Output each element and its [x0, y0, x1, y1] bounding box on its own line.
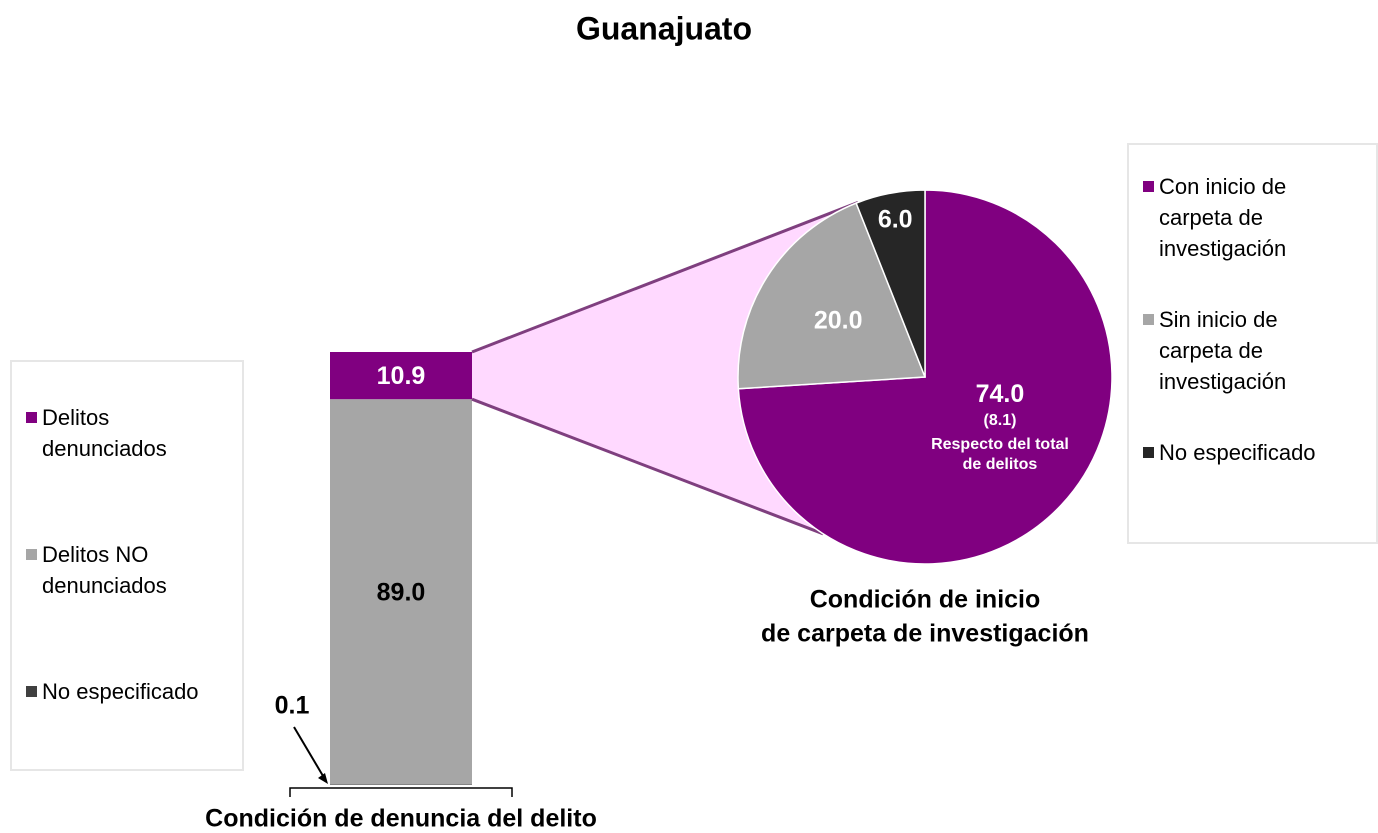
pie-slice — [855, 189, 926, 378]
arrow-head — [318, 773, 328, 784]
legend-swatch — [26, 549, 37, 560]
legend-swatch — [1143, 447, 1154, 458]
axis-title: Condición de denuncia del delito — [205, 805, 597, 833]
annotation: Respecto del total de delitos — [931, 436, 1069, 474]
legend: Con inicio de carpeta de investigación Si… — [1127, 143, 1378, 544]
legend-label: Con inicio de carpeta de investigación — [1159, 174, 1287, 261]
legend-swatch — [26, 412, 37, 423]
connector-line — [471, 397, 824, 536]
legend: Delitos denunciados Delitos NO denunciado… — [10, 360, 244, 771]
legend-label: Delitos denunciados — [42, 405, 167, 461]
connector-line — [471, 201, 859, 354]
data-label: 74.0 — [976, 380, 1025, 408]
data-label: 0.1 — [275, 692, 310, 720]
bar-segment — [330, 352, 472, 400]
legend-entry: Con inicio de carpeta de investigación — [1143, 171, 1333, 264]
legend-entry: Delitos NO denunciados — [26, 539, 226, 601]
data-label: 6.0 — [878, 205, 913, 233]
legend-swatch — [26, 686, 37, 697]
bracket — [289, 787, 513, 797]
data-label: 89.0 — [377, 578, 426, 606]
legend-label: Delitos NO denunciados — [42, 542, 167, 598]
legend-entry: Sin inicio de carpeta de investigación — [1143, 304, 1333, 397]
annotation: (8.1) — [983, 412, 1017, 430]
legend-entry: No especificado — [26, 676, 226, 707]
chart-title: Condición de inicio — [810, 586, 1041, 614]
legend-swatch — [1143, 314, 1154, 325]
page-title: Guanajuato — [576, 10, 752, 46]
legend-entry: Delitos denunciados — [26, 402, 226, 464]
legend-swatch — [1143, 181, 1154, 192]
bar-segment — [330, 399, 472, 785]
chart-title: de carpeta de investigación — [761, 620, 1089, 648]
data-label: 10.9 — [377, 362, 426, 390]
legend-entry: No especificado — [1143, 437, 1333, 468]
pie-slice — [737, 202, 927, 390]
legend-label: No especificado — [42, 679, 199, 704]
legend-label: Sin inicio de carpeta de investigación — [1159, 307, 1287, 394]
data-label: 20.0 — [814, 306, 863, 334]
label-arrow — [293, 726, 327, 782]
legend-label: No especificado — [1159, 440, 1316, 465]
